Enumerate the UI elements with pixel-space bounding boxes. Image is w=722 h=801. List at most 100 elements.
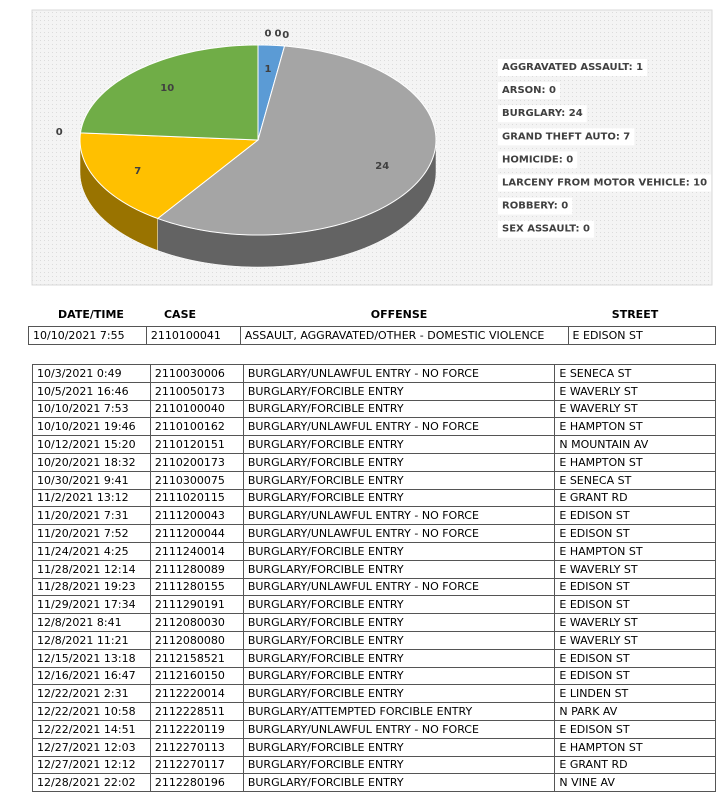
table-cell: 2112160150 — [149, 666, 244, 686]
table-cell: BURGLARY/FORCIBLE ENTRY — [242, 613, 556, 632]
table-cell: BURGLARY/FORCIBLE ENTRY — [242, 435, 556, 454]
table-cell: E EDISON ST — [554, 595, 716, 615]
table-cell: 2111200044 — [149, 524, 244, 543]
table-cell: BURGLARY/UNLAWFUL ENTRY - NO FORCE — [242, 364, 556, 383]
table-cell: BURGLARY/UNLAWFUL ENTRY - NO FORCE — [242, 577, 556, 597]
table-cell: E WAVERLY ST — [554, 613, 716, 632]
table-cell: E WAVERLY ST — [554, 381, 716, 401]
table-cell: E EDISON ST — [567, 326, 717, 345]
table-cell: 11/20/2021 7:31 — [32, 506, 151, 526]
legend-box — [498, 151, 578, 169]
table-cell: BURGLARY/FORCIBLE ENTRY — [242, 381, 556, 401]
header: OFFENSE — [370, 308, 428, 321]
table-cell: BURGLARY/FORCIBLE ENTRY — [242, 755, 556, 775]
table-cell: 11/28/2021 19:23 — [32, 577, 151, 597]
table-cell: BURGLARY/FORCIBLE ENTRY — [242, 470, 556, 490]
table-cell: 10/12/2021 15:20 — [32, 435, 151, 454]
table-cell: BURGLARY/FORCIBLE ENTRY — [242, 630, 556, 650]
table-cell: BURGLARY/FORCIBLE ENTRY — [242, 773, 556, 793]
table-cell: BURGLARY/FORCIBLE ENTRY — [242, 595, 556, 615]
table-cell: 12/22/2021 2:31 — [32, 684, 151, 704]
table-row: 10/3/2021 0:49 2110030006 BURGLARY/UNLAWFU… — [32, 364, 716, 383]
table-cell: 2112270117 — [149, 755, 244, 775]
legend-entry: HOMICIDE: 0 — [502, 154, 573, 165]
table-row: 10/30/2021 9:41 2110300075 BURGLARY/FORCIB… — [32, 470, 716, 490]
table-row: 12/27/2021 12:12 2112270117 BURGLARY/FORCI… — [32, 755, 716, 775]
table-row: 12/28/2021 22:02 2112280196 BURGLARY/FORCI… — [32, 773, 716, 793]
table-cell: 2110120151 — [149, 435, 244, 454]
table-cell: BURGLARY/FORCIBLE ENTRY — [242, 488, 556, 508]
legend-box — [498, 82, 560, 100]
table-cell: BURGLARY/FORCIBLE ENTRY — [242, 648, 556, 668]
header: STREET — [611, 308, 659, 321]
slice — [79, 132, 260, 220]
table-row: 10/10/2021 7:55 2110100041 ASSAULT, AGGRAV… — [28, 326, 717, 345]
table-cell: BURGLARY/UNLAWFUL ENTRY - NO FORCE — [242, 524, 556, 543]
table-row: 12/8/2021 11:21 2112080080 BURGLARY/FORCIB… — [32, 630, 716, 650]
table-cell: BURGLARY/UNLAWFUL ENTRY - NO FORCE — [242, 506, 556, 526]
header: CASE — [163, 308, 197, 321]
header: DATE/TIME — [58, 308, 124, 321]
table-cell: E EDISON ST — [554, 524, 716, 543]
table-row: 10/20/2021 18:32 2110200173 BURGLARY/FORCI… — [32, 452, 716, 472]
table-cell: N MOUNTAIN AV — [554, 435, 716, 454]
table-cell: BURGLARY/FORCIBLE ENTRY — [242, 559, 556, 579]
table-cell: E EDISON ST — [554, 719, 716, 739]
legend-entry: AGGRAVATED ASSAULT: 1 — [502, 62, 643, 73]
table-cell: E HAMPTON ST — [554, 737, 716, 757]
table-cell: 12/16/2021 16:47 — [32, 666, 151, 686]
table-cell: E GRANT RD — [554, 755, 716, 775]
table-cell: 2111200043 — [149, 506, 244, 526]
table-row: 10/12/2021 15:20 2110120151 BURGLARY/FORCI… — [32, 435, 716, 454]
table-cell: 2112220119 — [149, 719, 244, 739]
table-row: 11/20/2021 7:31 2111200043 BURGLARY/UNLAWF… — [32, 506, 716, 526]
slice — [79, 44, 259, 141]
table-cell: 2112270113 — [149, 737, 244, 757]
legend-entry: LARCENY FROM MOTOR VEHICLE: 10 — [502, 178, 707, 189]
table-cell: 2112280196 — [149, 773, 244, 793]
data-label: 24 — [375, 161, 389, 172]
table-row: 11/28/2021 12:14 2111280089 BURGLARY/FORCI… — [32, 559, 716, 579]
table-cell: E EDISON ST — [554, 666, 716, 686]
table-cell: 11/29/2021 17:34 — [32, 595, 151, 615]
table-cell: N PARK AV — [554, 702, 716, 721]
legend-entry: BURGLARY: 24 — [502, 108, 583, 119]
table-cell: E LINDEN ST — [554, 684, 716, 704]
table-cell: 12/8/2021 11:21 — [32, 630, 151, 650]
table-row: 12/22/2021 10:58 2112228511 BURGLARY/ATTEM… — [32, 702, 716, 721]
table-cell: 2111020115 — [149, 488, 244, 508]
table-row: 12/16/2021 16:47 2112160150 BURGLARY/FORCI… — [32, 666, 716, 686]
table-cell: 12/27/2021 12:12 — [32, 755, 151, 775]
table-row: 10/5/2021 16:46 2110050173 BURGLARY/FORCIB… — [32, 381, 716, 401]
table-cell: E WAVERLY ST — [554, 559, 716, 579]
table-row: 11/24/2021 4:25 2111240014 BURGLARY/FORCIB… — [32, 541, 716, 561]
table-cell: 11/28/2021 12:14 — [32, 559, 151, 579]
table-cell: N VINE AV — [554, 773, 716, 793]
table-cell: 2112158521 — [149, 648, 244, 668]
table-cell: E EDISON ST — [554, 648, 716, 668]
legend-box — [498, 220, 594, 238]
table-cell: 2110050173 — [149, 381, 244, 401]
table-cell: E SENECA ST — [554, 470, 716, 490]
table-cell: E EDISON ST — [554, 577, 716, 597]
table-cell: 12/28/2021 22:02 — [32, 773, 151, 793]
table-row: 12/22/2021 2:31 2112220014 BURGLARY/FORCIB… — [32, 684, 716, 704]
table-cell: BURGLARY/FORCIBLE ENTRY — [242, 666, 556, 686]
legend-entry: ARSON: 0 — [502, 85, 556, 96]
table-cell: E HAMPTON ST — [554, 452, 716, 472]
table-cell: 12/22/2021 14:51 — [32, 719, 151, 739]
table-cell: 10/10/2021 7:53 — [32, 399, 151, 419]
legend-box — [498, 128, 635, 146]
data-label: 0 — [275, 29, 282, 40]
table-cell: E SENECA ST — [554, 364, 716, 383]
table-cell: BURGLARY/FORCIBLE ENTRY — [242, 541, 556, 561]
table-cell: 2111240014 — [149, 541, 244, 561]
table-cell: 12/27/2021 12:03 — [32, 737, 151, 757]
table-cell: E WAVERLY ST — [554, 399, 716, 419]
legend-box — [498, 174, 712, 192]
table-cell: E HAMPTON ST — [554, 541, 716, 561]
table-cell: 11/24/2021 4:25 — [32, 541, 151, 561]
table-cell: E WAVERLY ST — [554, 630, 716, 650]
table-cell: E EDISON ST — [554, 506, 716, 526]
